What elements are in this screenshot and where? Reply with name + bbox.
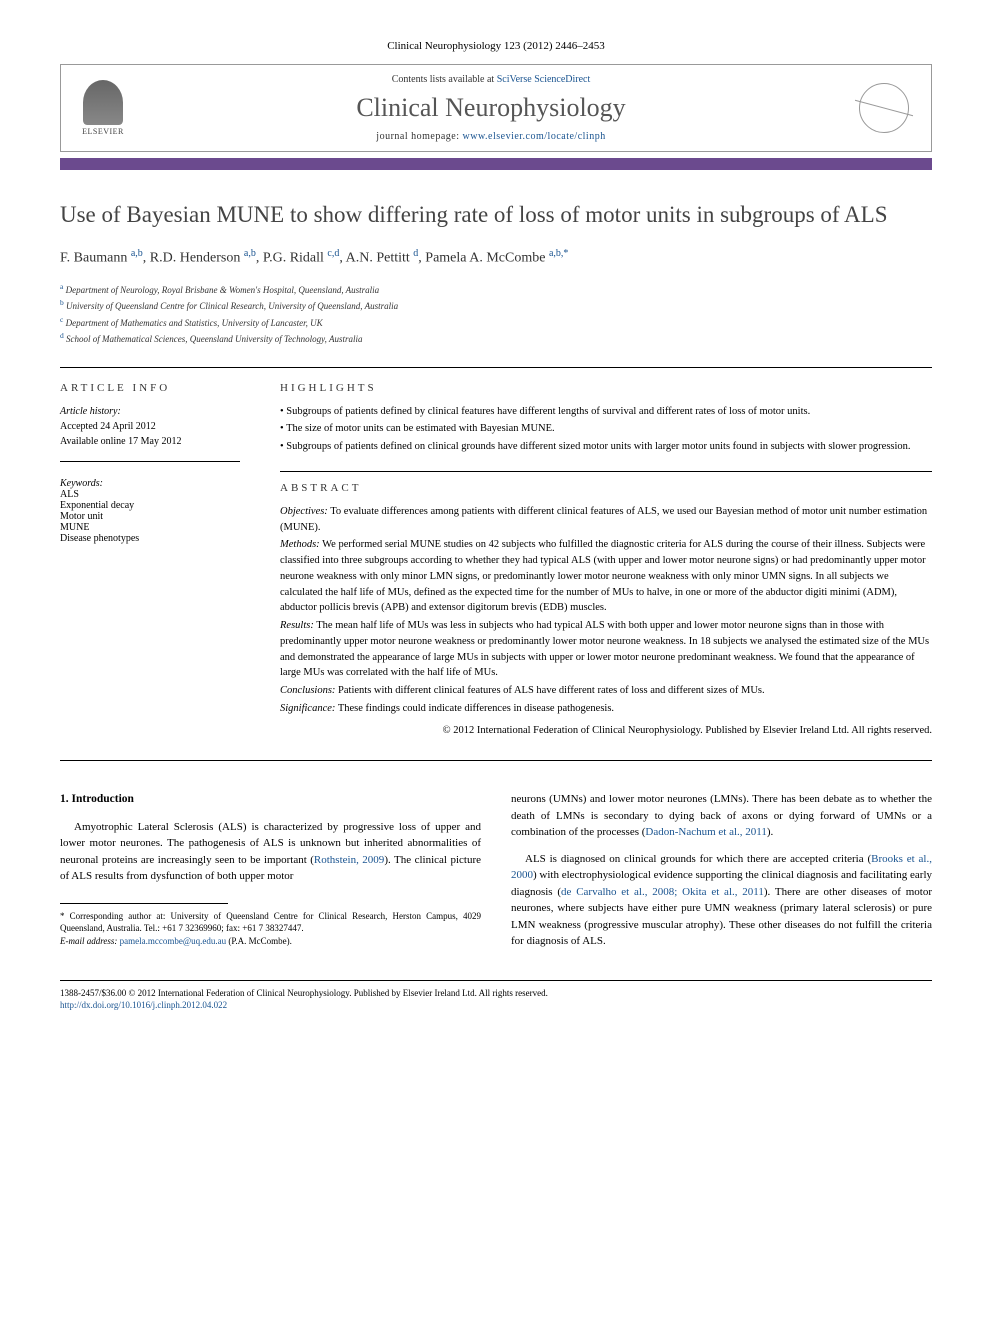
page-footer: 1388-2457/$36.00 © 2012 International Fe… — [60, 980, 932, 1012]
accepted-date: Accepted 24 April 2012 — [60, 419, 240, 434]
highlight-item: • Subgroups of patients defined on clini… — [280, 439, 932, 455]
results-label: Results: — [280, 620, 314, 631]
article-history-block: Article history: Accepted 24 April 2012 … — [60, 404, 240, 462]
keyword: Exponential decay — [60, 500, 240, 511]
footer-copyright: 1388-2457/$36.00 © 2012 International Fe… — [60, 987, 932, 1000]
homepage-line: journal homepage: www.elsevier.com/locat… — [133, 131, 849, 142]
elsevier-tree-icon — [83, 80, 123, 125]
keyword: Disease phenotypes — [60, 533, 240, 544]
affiliations: a Department of Neurology, Royal Brisban… — [60, 281, 932, 347]
homepage-text: journal homepage: — [376, 131, 462, 142]
elsevier-logo[interactable]: ELSEVIER — [73, 73, 133, 143]
significance-label: Significance: — [280, 703, 335, 714]
email-link[interactable]: pamela.mccombe@uq.edu.au — [120, 936, 227, 946]
authors: F. Baumann a,b, R.D. Henderson a,b, P.G.… — [60, 248, 932, 267]
header-center: Contents lists available at SciVerse Sci… — [133, 74, 849, 142]
elsevier-label: ELSEVIER — [82, 127, 124, 136]
rothstein-link[interactable]: Rothstein, 2009 — [314, 854, 384, 866]
keyword: Motor unit — [60, 511, 240, 522]
highlights-heading: HIGHLIGHTS — [280, 382, 932, 394]
homepage-link[interactable]: www.elsevier.com/locate/clinph — [463, 131, 606, 142]
keywords-block: Keywords: ALSExponential decayMotor unit… — [60, 478, 240, 544]
results-text: The mean half life of MUs was less in su… — [280, 620, 929, 678]
journal-name: Clinical Neurophysiology — [133, 93, 849, 123]
objectives-text: To evaluate differences among patients w… — [280, 506, 927, 533]
abstract-body: Objectives: To evaluate differences amon… — [280, 504, 932, 739]
body-column-left: 1. Introduction Amyotrophic Lateral Scle… — [60, 791, 481, 960]
body-column-right: neurons (UMNs) and lower motor neurones … — [511, 791, 932, 960]
affiliation: c Department of Mathematics and Statisti… — [60, 314, 932, 331]
history-label: Article history: — [60, 404, 240, 419]
abstract-column: HIGHLIGHTS • Subgroups of patients defin… — [280, 382, 932, 741]
corresponding-text: * Corresponding author at: University of… — [60, 910, 481, 935]
article-info-heading: ARTICLE INFO — [60, 382, 240, 394]
conclusions-label: Conclusions: — [280, 685, 335, 696]
color-bar — [60, 158, 932, 170]
header-box: ELSEVIER Contents lists available at Sci… — [60, 64, 932, 152]
carvalho-okita-link[interactable]: de Carvalho et al., 2008; Okita et al., … — [561, 886, 764, 898]
conclusions-text: Patients with different clinical feature… — [335, 685, 764, 696]
affiliation: b University of Queensland Centre for Cl… — [60, 297, 932, 314]
dadon-link[interactable]: Dadon-Nachum et al., 2011 — [645, 826, 766, 838]
corresponding-author-footnote: * Corresponding author at: University of… — [60, 910, 481, 948]
online-date: Available online 17 May 2012 — [60, 434, 240, 449]
email-label: E-mail address: — [60, 936, 117, 946]
contents-available: Contents lists available at SciVerse Sci… — [133, 74, 849, 85]
sciencedirect-link[interactable]: SciVerse ScienceDirect — [497, 74, 591, 85]
contents-text: Contents lists available at — [392, 74, 497, 85]
keywords-label: Keywords: — [60, 478, 240, 489]
abstract-heading: ABSTRACT — [280, 482, 932, 494]
highlights-section: HIGHLIGHTS • Subgroups of patients defin… — [280, 382, 932, 455]
keyword: ALS — [60, 489, 240, 500]
journal-citation: Clinical Neurophysiology 123 (2012) 2446… — [60, 40, 932, 52]
highlight-item: • The size of motor units can be estimat… — [280, 421, 932, 437]
affiliation: a Department of Neurology, Royal Brisban… — [60, 281, 932, 298]
doi-link[interactable]: http://dx.doi.org/10.1016/j.clinph.2012.… — [60, 1000, 227, 1010]
body-section: 1. Introduction Amyotrophic Lateral Scle… — [60, 791, 932, 960]
divider — [60, 760, 932, 761]
journal-logo — [849, 73, 919, 143]
intro-heading: 1. Introduction — [60, 791, 481, 808]
col2-p2-pre: ALS is diagnosed on clinical grounds for… — [525, 853, 871, 865]
article-info-sidebar: ARTICLE INFO Article history: Accepted 2… — [60, 382, 240, 741]
highlight-item: • Subgroups of patients defined by clini… — [280, 404, 932, 420]
footnote-divider — [60, 903, 228, 904]
abstract-copyright: © 2012 International Federation of Clini… — [280, 723, 932, 739]
objectives-label: Objectives: — [280, 506, 328, 517]
col2-p1-post: ). — [767, 826, 773, 838]
significance-text: These findings could indicate difference… — [335, 703, 614, 714]
article-title: Use of Bayesian MUNE to show differing r… — [60, 200, 932, 230]
email-post: (P.A. McCombe). — [226, 936, 292, 946]
journal-logo-icon — [859, 83, 909, 133]
keyword: MUNE — [60, 522, 240, 533]
methods-label: Methods: — [280, 539, 320, 550]
methods-text: We performed serial MUNE studies on 42 s… — [280, 539, 926, 613]
affiliation: d School of Mathematical Sciences, Queen… — [60, 330, 932, 347]
divider — [60, 367, 932, 368]
